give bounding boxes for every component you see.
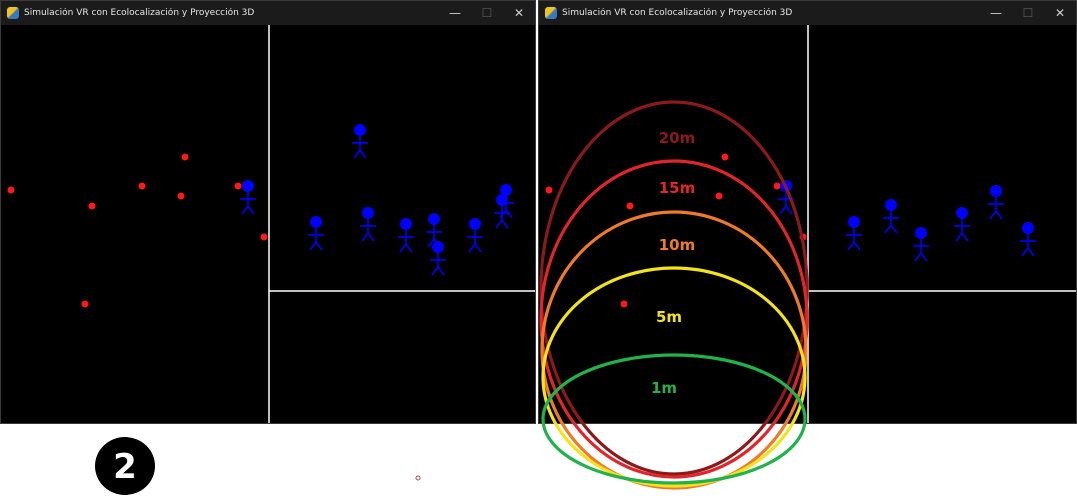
simulation-canvas (539, 25, 1076, 423)
echo-points (546, 154, 807, 308)
echo-point (178, 193, 185, 200)
echo-point (621, 301, 628, 308)
person-figures (240, 124, 514, 275)
title-bar[interactable]: Simulación VR con Ecolocalización y Proy… (1, 1, 535, 25)
person-figure (883, 199, 899, 233)
maximize-button[interactable]: ☐ (471, 1, 503, 25)
person-figure (913, 227, 929, 261)
person-figure (988, 185, 1004, 219)
python-icon (7, 7, 19, 19)
echo-point (800, 234, 807, 241)
echo-point (82, 301, 89, 308)
person-figure (430, 241, 446, 275)
step-badge: 2 (94, 434, 156, 496)
window-title: Simulación VR con Ecolocalización y Proy… (562, 8, 980, 18)
window-title: Simulación VR con Ecolocalización y Proy… (24, 8, 439, 18)
person-figure (398, 218, 414, 252)
person-figures (778, 180, 1036, 261)
cursor-dot (416, 476, 420, 480)
person-figure (954, 207, 970, 241)
close-button[interactable]: ✕ (1044, 1, 1076, 25)
title-bar[interactable]: Simulación VR con Ecolocalización y Proy… (539, 1, 1076, 25)
echo-point (182, 154, 189, 161)
simulation-canvas (1, 25, 535, 423)
person-figure (360, 207, 376, 241)
python-icon (545, 7, 557, 19)
minimize-button[interactable]: — (439, 1, 471, 25)
person-figure (846, 216, 862, 250)
simulation-window-right: Simulación VR con Ecolocalización y Proy… (538, 0, 1077, 424)
simulation-view (1, 25, 535, 423)
echo-point (89, 203, 96, 210)
person-figure (240, 180, 256, 214)
person-figure (778, 180, 794, 214)
step-badge-number: 2 (113, 447, 137, 487)
echo-point (139, 183, 146, 190)
echo-point (8, 187, 15, 194)
person-figure (1020, 222, 1036, 256)
simulation-view (539, 25, 1076, 423)
echo-point (546, 187, 553, 194)
maximize-button[interactable]: ☐ (1012, 1, 1044, 25)
person-figure (352, 124, 368, 158)
person-figure (467, 218, 483, 252)
echo-points (8, 154, 268, 308)
close-button[interactable]: ✕ (503, 1, 535, 25)
echo-point (261, 234, 268, 241)
simulation-window-left: Simulación VR con Ecolocalización y Proy… (0, 0, 536, 424)
echo-point (774, 183, 781, 190)
echo-point (722, 154, 729, 161)
echo-point (716, 193, 723, 200)
person-figure (308, 216, 324, 250)
echo-point (627, 203, 634, 210)
echo-point (235, 183, 242, 190)
minimize-button[interactable]: — (980, 1, 1012, 25)
